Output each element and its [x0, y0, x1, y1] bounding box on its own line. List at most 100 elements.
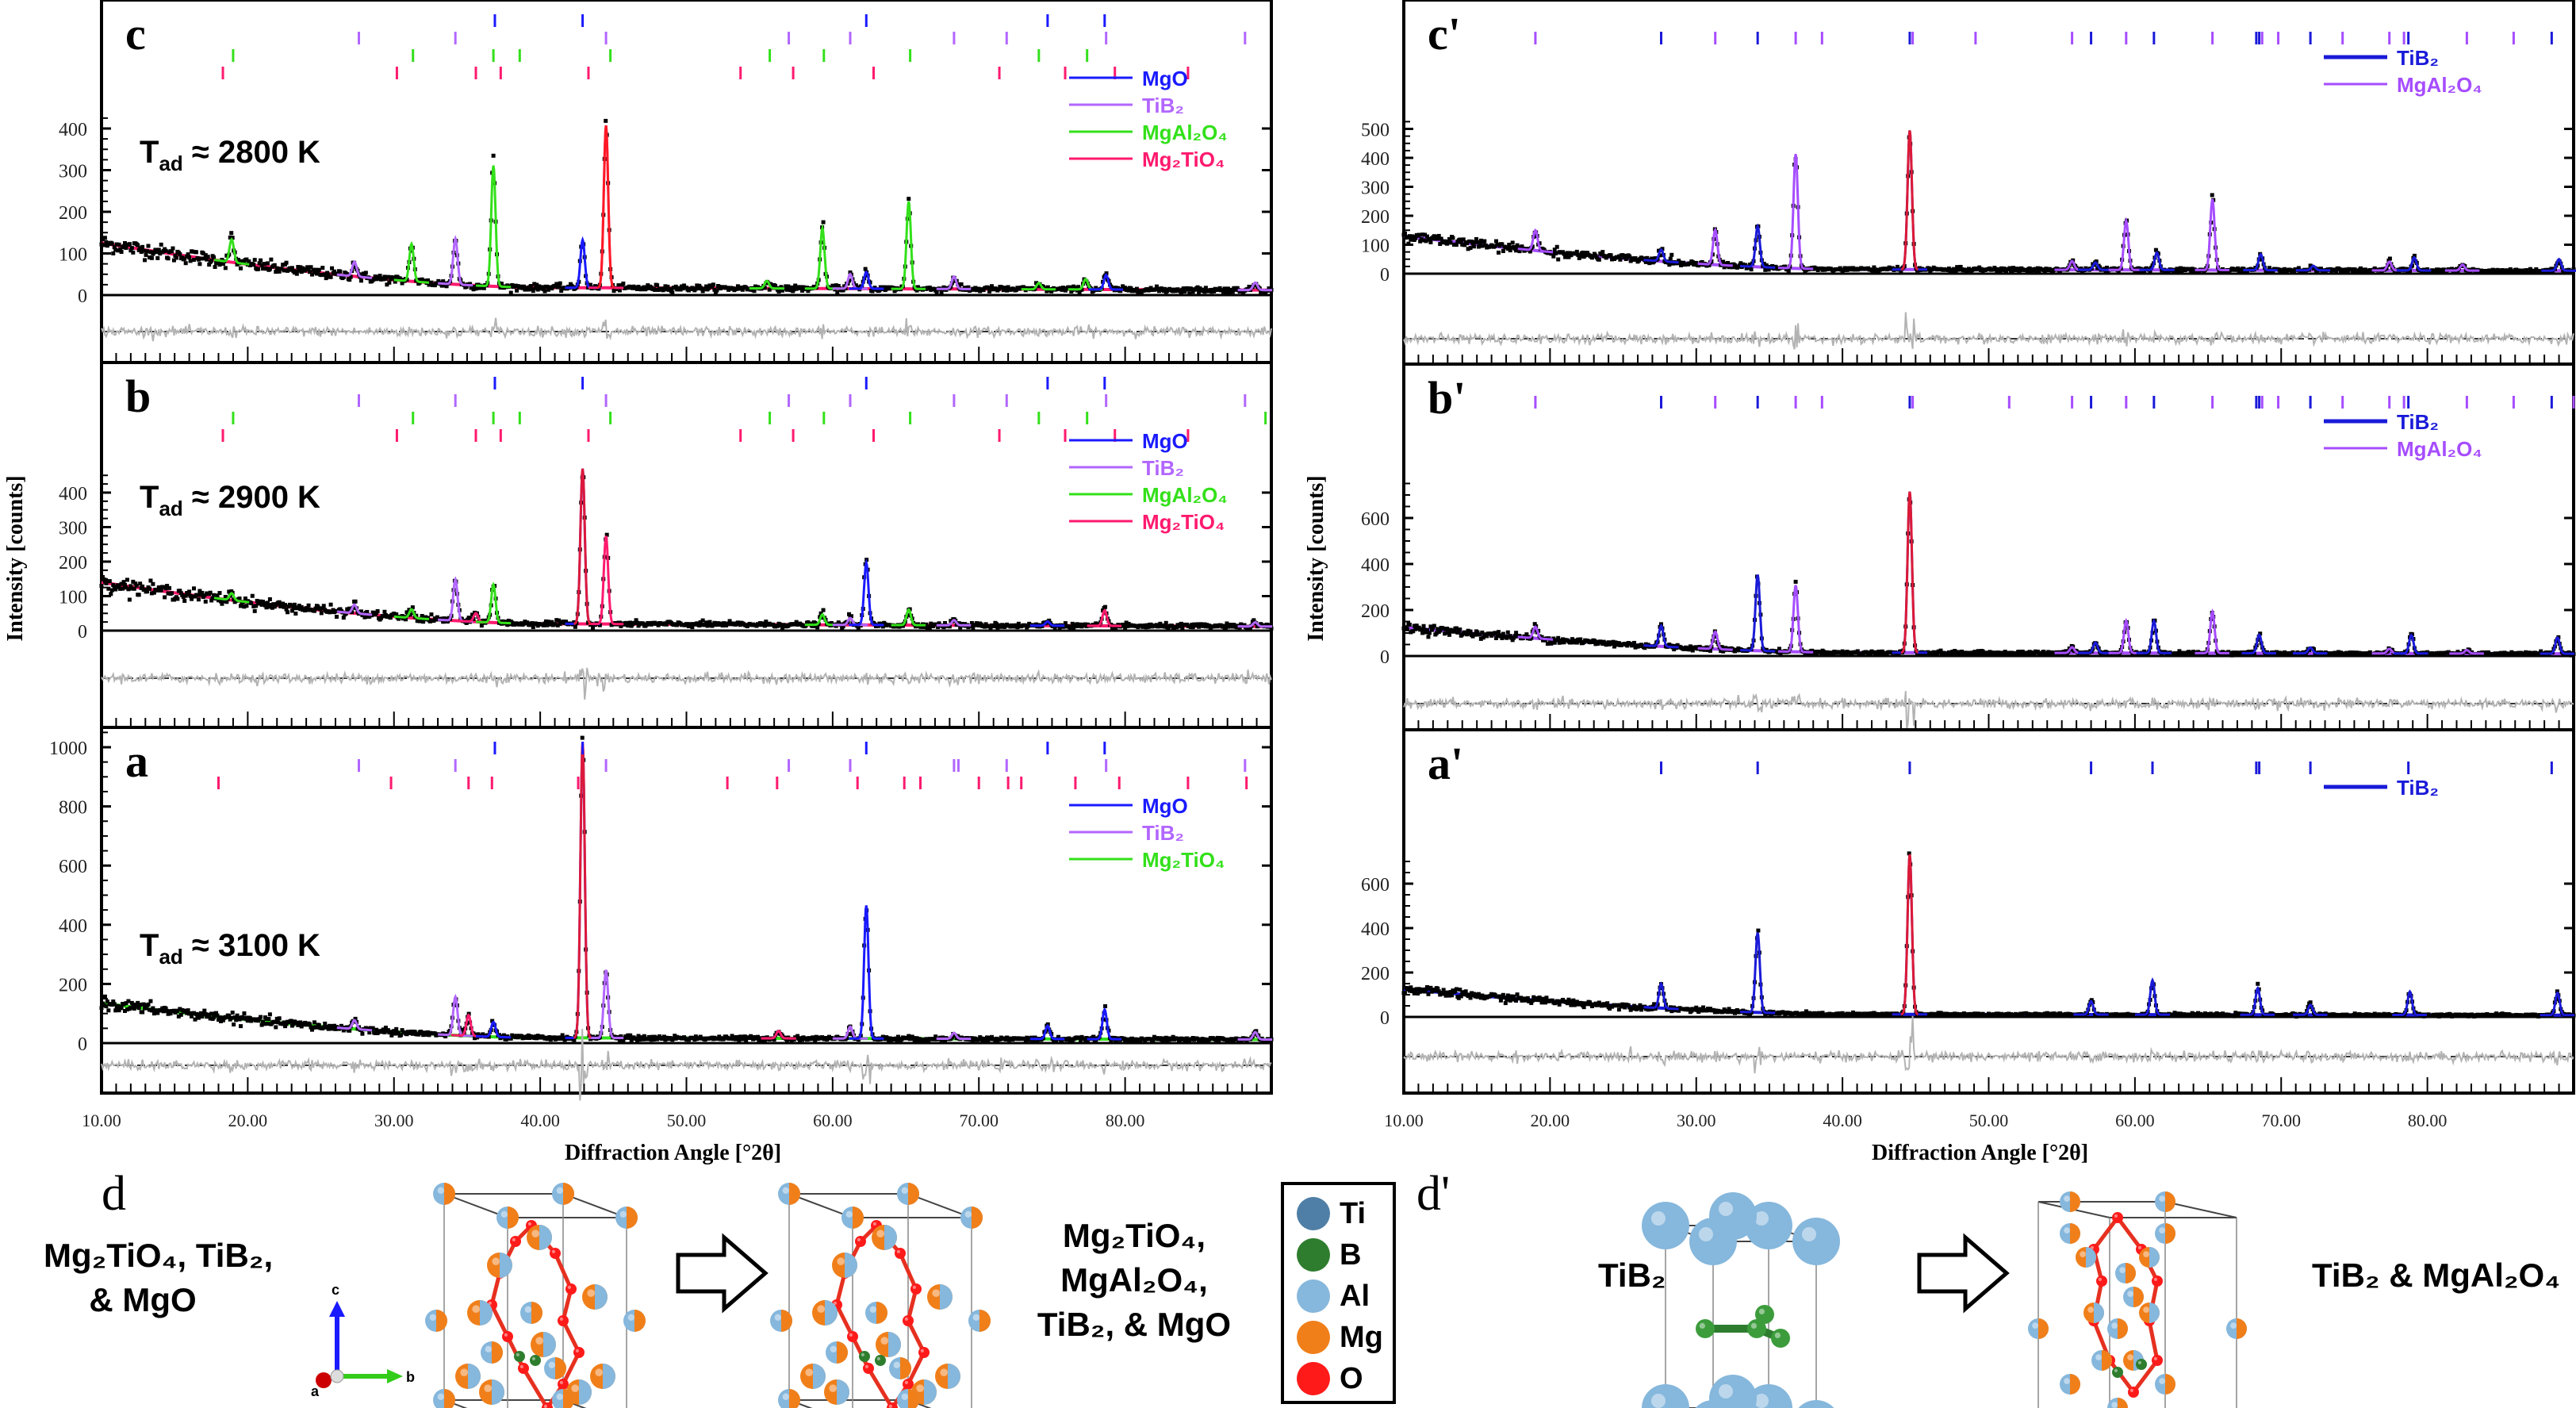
chart-panel-a: 0 200 400 600 800 1000 a Tad ≈ 3100 K MgO TiB₂ Mg₂… [49, 726, 1274, 1130]
observed-point [1414, 623, 1419, 628]
observed-point [400, 281, 404, 286]
observed-point [147, 586, 151, 591]
observed-point [400, 614, 404, 619]
observed-point [1501, 631, 1505, 636]
observed-point [1485, 634, 1489, 639]
observed-point [281, 263, 286, 267]
observed-point [1554, 251, 1558, 255]
observed-point [983, 1038, 988, 1043]
peak-TiB2-44.6 [1892, 130, 1928, 271]
peak-TiB2-88.9 [1237, 620, 1273, 628]
observed-point [976, 286, 981, 291]
observed-point [347, 1028, 352, 1033]
observed-point [202, 593, 207, 598]
observed-point [330, 266, 335, 270]
observed-point [1163, 624, 1167, 629]
observed-point [353, 1016, 358, 1021]
observed-point [542, 289, 547, 293]
observed-point [762, 623, 767, 628]
observed-point [417, 619, 422, 623]
legend-label: Mg₂TiO₄ [1142, 510, 1225, 534]
observed-point [1034, 281, 1039, 286]
observed-point [542, 287, 546, 292]
observed-point [1190, 623, 1194, 627]
observed-point [112, 585, 117, 589]
observed-point [1875, 267, 1880, 272]
observed-point [279, 267, 284, 271]
observed-point [247, 1016, 252, 1021]
observed-point [2490, 267, 2495, 272]
observed-point [277, 269, 282, 274]
observed-point [341, 1028, 346, 1033]
observed-point [119, 1006, 124, 1011]
observed-point [209, 259, 214, 263]
observed-point [841, 288, 845, 293]
observed-point [102, 1003, 106, 1007]
observed-point [1406, 241, 1411, 246]
observed-point [441, 279, 446, 284]
observed-point [1473, 632, 1478, 637]
observed-point [297, 604, 301, 608]
observed-point [949, 1035, 954, 1040]
observed-point [374, 277, 379, 282]
observed-point [725, 286, 730, 290]
peak-MgAl2O4-36.8 [476, 581, 512, 625]
calculated-main-peak [573, 468, 592, 625]
observed-point [284, 260, 289, 265]
peak-Mg2TiO4-78.6 [1087, 608, 1122, 627]
observed-point [303, 608, 308, 613]
y-tick-label: 200 [1361, 601, 1390, 622]
observed-point [911, 1036, 916, 1041]
observed-point [171, 246, 175, 251]
observed-point [373, 1030, 378, 1035]
observed-point [905, 1036, 910, 1041]
observed-point [2104, 265, 2109, 270]
observed-point [1514, 248, 1519, 253]
observed-point [2508, 267, 2513, 272]
observed-point [994, 1036, 999, 1041]
observed-point [690, 625, 695, 630]
observed-point [266, 1017, 271, 1022]
observed-point [661, 1034, 666, 1039]
observed-point [1625, 255, 1630, 259]
observed-point [2007, 266, 2012, 270]
observed-point [834, 283, 838, 288]
observed-point [2343, 270, 2348, 274]
observed-points [1401, 497, 2576, 658]
legend-label: MgAl₂O₄ [2397, 73, 2482, 97]
observed-point [114, 585, 119, 589]
observed-point [161, 1009, 166, 1014]
observed-point [293, 611, 298, 616]
observed-points [1401, 135, 2576, 275]
observed-point [1581, 250, 1585, 255]
observed-point [316, 267, 321, 272]
observed-point [1657, 248, 1662, 253]
observed-point [1057, 626, 1062, 631]
observed-point [237, 1017, 242, 1022]
observed-point [1074, 286, 1079, 290]
observed-point [535, 1036, 539, 1041]
observed-point [1001, 288, 1006, 293]
observed-point [190, 594, 195, 599]
panel-label: b [125, 370, 151, 422]
observed-point [680, 284, 684, 289]
observed-point [468, 282, 473, 286]
observed-point [1439, 236, 1443, 241]
observed-point [220, 1018, 225, 1022]
observed-point [299, 604, 304, 609]
observed-point [435, 281, 439, 286]
observed-point [836, 283, 841, 288]
observed-point [895, 1038, 899, 1042]
observed-point [678, 287, 683, 292]
observed-point [443, 616, 448, 621]
observed-point [381, 277, 385, 282]
observed-point [209, 1011, 214, 1016]
observed-point [1643, 259, 1648, 264]
observed-point [116, 1003, 121, 1008]
observed-point [350, 610, 355, 615]
observed-point [239, 1024, 243, 1029]
observed-point [939, 290, 944, 294]
observed-point [531, 289, 535, 293]
observed-point [856, 285, 861, 290]
